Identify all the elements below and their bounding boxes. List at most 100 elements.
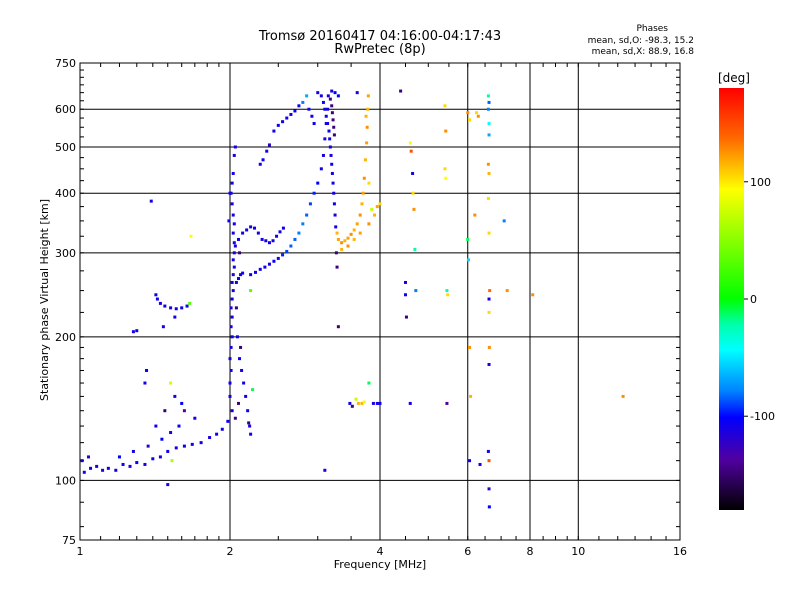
echo-point bbox=[160, 437, 164, 441]
echo-point bbox=[275, 234, 279, 238]
echo-point bbox=[155, 297, 159, 301]
echo-point bbox=[403, 280, 407, 284]
echo-point bbox=[253, 226, 257, 230]
echo-point bbox=[161, 325, 165, 329]
echo-point bbox=[305, 213, 309, 217]
echo-point bbox=[468, 345, 472, 349]
echo-point bbox=[355, 91, 359, 95]
echo-point bbox=[249, 273, 253, 277]
echo-point bbox=[228, 394, 232, 398]
echo-point bbox=[505, 289, 509, 293]
echo-point bbox=[229, 345, 233, 349]
echo-point bbox=[316, 91, 320, 95]
echo-point bbox=[414, 289, 418, 293]
echo-point bbox=[180, 401, 184, 405]
echo-point bbox=[326, 122, 330, 126]
echo-point bbox=[241, 231, 245, 235]
echo-point bbox=[323, 468, 327, 472]
echo-point bbox=[234, 280, 238, 284]
colorbar-tick-label: 0 bbox=[750, 293, 757, 306]
y-axis-label: Stationary phase Virtual Height [km] bbox=[38, 199, 51, 401]
echo-point bbox=[264, 239, 268, 243]
echo-point bbox=[487, 171, 491, 175]
echo-point bbox=[267, 262, 271, 266]
echo-point bbox=[177, 424, 181, 428]
echo-point bbox=[486, 94, 490, 98]
echo-point bbox=[232, 241, 236, 245]
echo-point bbox=[169, 306, 173, 310]
echo-point bbox=[367, 222, 371, 226]
x-axis-label: Frequency [MHz] bbox=[334, 558, 426, 571]
echo-point bbox=[145, 368, 149, 372]
echo-point bbox=[370, 207, 374, 211]
echo-point bbox=[229, 325, 233, 329]
echo-point bbox=[289, 244, 293, 248]
echo-point bbox=[173, 315, 177, 319]
echo-point bbox=[293, 109, 297, 113]
echo-point bbox=[86, 455, 90, 459]
echo-point bbox=[404, 315, 408, 319]
echo-point bbox=[375, 205, 379, 209]
echo-point bbox=[358, 213, 362, 217]
echo-point bbox=[488, 289, 492, 293]
echo-point bbox=[487, 505, 491, 509]
echo-point bbox=[151, 457, 155, 461]
echo-point bbox=[487, 122, 491, 126]
echo-point bbox=[182, 409, 186, 413]
echo-point bbox=[235, 335, 239, 339]
echo-point bbox=[412, 207, 416, 211]
echo-point bbox=[408, 141, 412, 145]
echo-point bbox=[324, 114, 328, 118]
echo-point bbox=[154, 293, 158, 297]
echo-point bbox=[331, 181, 335, 185]
echo-point bbox=[193, 416, 197, 420]
echo-point bbox=[231, 213, 235, 217]
echo-point bbox=[272, 129, 276, 133]
echo-point bbox=[220, 427, 224, 431]
echo-point bbox=[230, 280, 234, 284]
echo-point bbox=[233, 416, 237, 420]
echo-point bbox=[239, 273, 243, 277]
echo-point bbox=[335, 265, 339, 269]
echo-point bbox=[487, 459, 491, 463]
echo-point bbox=[249, 225, 253, 229]
echo-point bbox=[231, 231, 235, 235]
echo-point bbox=[234, 306, 238, 310]
echo-point bbox=[328, 145, 332, 149]
echo-point bbox=[135, 461, 139, 465]
echo-point bbox=[332, 202, 336, 206]
echo-point bbox=[230, 315, 234, 319]
x-tick-label: 6 bbox=[464, 545, 471, 558]
y-tick-label: 600 bbox=[55, 103, 76, 116]
echo-point bbox=[293, 237, 297, 241]
echo-point bbox=[128, 464, 132, 468]
echo-point bbox=[232, 222, 236, 226]
y-tick-label: 200 bbox=[55, 331, 76, 344]
echo-point bbox=[158, 455, 162, 459]
echo-point bbox=[332, 133, 336, 137]
echo-point bbox=[276, 123, 280, 127]
echo-point bbox=[334, 251, 338, 255]
echo-point bbox=[371, 401, 375, 405]
echo-point bbox=[244, 394, 248, 398]
echo-point bbox=[231, 258, 235, 262]
echo-point bbox=[166, 483, 170, 487]
colorbar-ticks: 100 0 -100 bbox=[744, 176, 775, 423]
echo-point bbox=[163, 409, 167, 413]
echo-point bbox=[333, 91, 337, 95]
echo-point bbox=[121, 462, 125, 466]
echo-point bbox=[487, 297, 491, 301]
echo-point bbox=[445, 401, 449, 405]
echo-point bbox=[263, 265, 267, 269]
chart-title: Tromsø 20160417 04:16:00-04:17:43 bbox=[258, 29, 501, 44]
echo-point bbox=[330, 111, 334, 115]
echo-point bbox=[82, 470, 86, 474]
echo-point bbox=[349, 232, 353, 236]
echo-point bbox=[135, 329, 139, 333]
echo-point bbox=[413, 247, 417, 251]
echo-point bbox=[158, 301, 162, 305]
echo-point bbox=[143, 381, 147, 385]
echo-point bbox=[332, 191, 336, 195]
